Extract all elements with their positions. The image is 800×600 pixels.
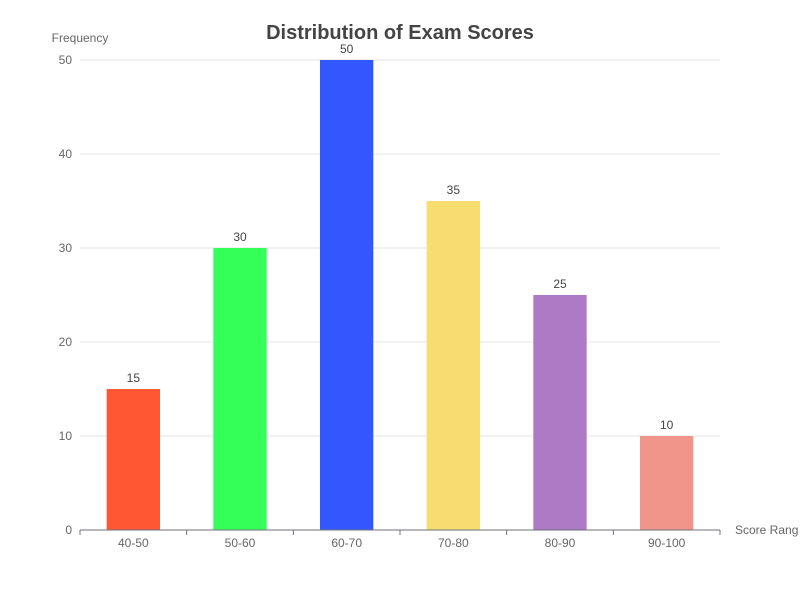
x-tick-label: 70-80 <box>438 536 469 550</box>
x-tick-label: 80-90 <box>545 536 576 550</box>
y-tick-label: 50 <box>59 53 73 67</box>
gridlines <box>80 59 720 437</box>
bar[interactable] <box>213 248 267 530</box>
bars <box>106 60 694 530</box>
y-tick-label: 10 <box>59 429 73 443</box>
bar[interactable] <box>640 436 694 530</box>
bar-value-label: 35 <box>447 183 461 197</box>
y-axis-ticks: 0 10 20 30 40 50 <box>59 53 73 537</box>
y-tick-label: 30 <box>59 241 73 255</box>
bar-value-label: 25 <box>553 277 567 291</box>
x-tick-label: 90-100 <box>648 536 686 550</box>
x-tick-label: 40-50 <box>118 536 149 550</box>
bar-value-label: 50 <box>340 42 354 56</box>
y-tick-label: 0 <box>65 523 72 537</box>
bar[interactable] <box>426 201 480 530</box>
bar-value-label: 30 <box>233 230 247 244</box>
bar[interactable] <box>106 389 160 530</box>
x-tick-label: 60-70 <box>331 536 362 550</box>
chart-title: Distribution of Exam Scores <box>266 22 534 44</box>
y-tick-label: 40 <box>59 147 73 161</box>
bar-value-label: 10 <box>660 418 674 432</box>
x-axis-title: Score Rang <box>735 523 798 537</box>
y-tick-label: 20 <box>59 335 73 349</box>
bar-value-label: 15 <box>127 371 141 385</box>
y-axis-title: Frequency <box>52 31 109 45</box>
bar[interactable] <box>320 60 374 530</box>
x-axis: 40-50 50-60 60-70 70-80 80-90 90-100 <box>79 529 721 550</box>
x-tick-label: 50-60 <box>225 536 256 550</box>
bar[interactable] <box>533 295 587 530</box>
data-labels: 15 30 50 35 25 10 <box>127 42 674 432</box>
